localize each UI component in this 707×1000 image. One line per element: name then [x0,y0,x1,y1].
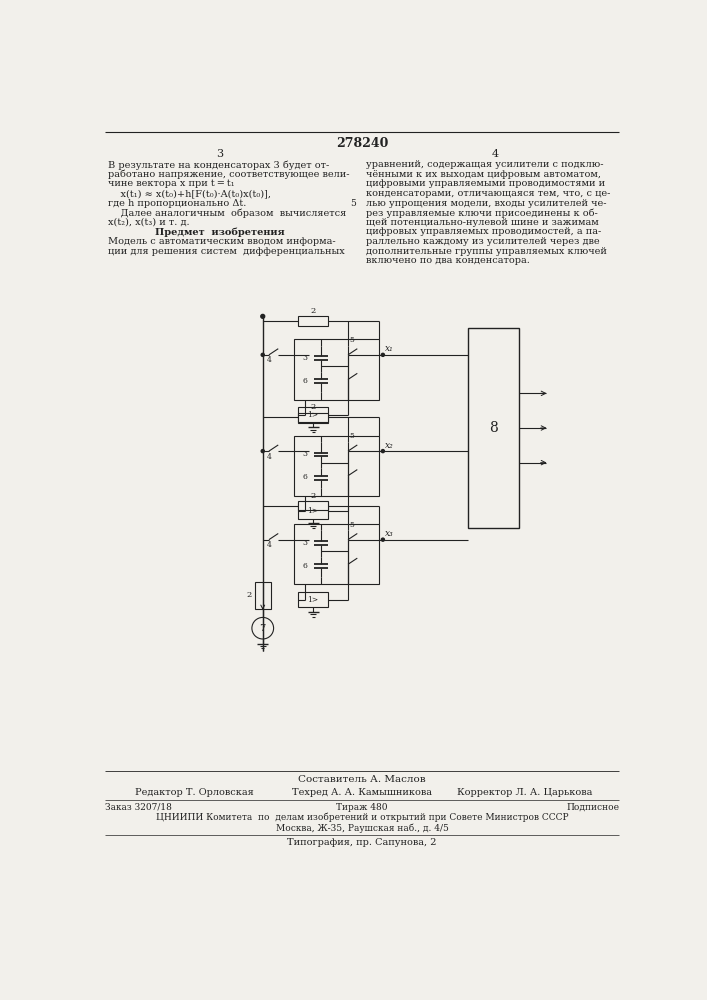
Bar [293,524,379,584]
Text: 6: 6 [303,377,308,385]
Text: В результате на конденсаторах 3 будет от-: В результате на конденсаторах 3 будет от… [107,160,329,170]
Text: Заказ 3207/18: Заказ 3207/18 [105,803,173,812]
Text: Тираж 480: Тираж 480 [337,803,387,812]
Text: Подписное: Подписное [566,803,619,812]
Text: 4: 4 [491,149,499,159]
Circle shape [261,314,264,318]
Text: 3: 3 [303,539,308,547]
Text: Составитель А. Маслов: Составитель А. Маслов [298,775,426,784]
Text: Предмет  изобретения: Предмет изобретения [156,227,285,237]
Text: чине вектора x при t = t₁: чине вектора x при t = t₁ [107,179,235,188]
Text: 5: 5 [349,521,354,529]
Bar [298,503,328,519]
Text: 1>: 1> [308,596,319,604]
Text: 2: 2 [310,403,316,411]
Text: раллельно каждому из усилителей через две: раллельно каждому из усилителей через дв… [366,237,600,246]
Bar [298,407,328,423]
Text: 8: 8 [489,421,498,435]
Text: 2: 2 [310,307,316,315]
Circle shape [261,450,264,453]
Text: 5: 5 [349,432,354,440]
Bar [298,413,328,422]
Text: уравнений, содержащая усилители с подклю-: уравнений, содержащая усилители с подклю… [366,160,603,169]
Text: x₃: x₃ [385,529,394,538]
Text: Типография, пр. Сапунова, 2: Типография, пр. Сапунова, 2 [287,838,437,847]
Text: Далее аналогичным  образом  вычисляется: Далее аналогичным образом вычисляется [107,208,346,218]
Text: 278240: 278240 [336,137,388,150]
Text: 6: 6 [303,473,308,481]
Text: цифровыми управляемыми проводимостями и: цифровыми управляемыми проводимостями и [366,179,605,188]
Bar [293,339,379,400]
Text: рез управляемые ключи присоединены к об-: рез управляемые ключи присоединены к об- [366,208,597,218]
Bar [468,328,518,528]
Text: работано напряжение, соответствующее вели-: работано напряжение, соответствующее вел… [107,170,349,179]
Text: 2: 2 [247,591,252,599]
Text: 7: 7 [259,624,266,633]
Text: 3: 3 [216,149,223,159]
Text: 6: 6 [303,562,308,570]
Text: 1>: 1> [308,507,319,515]
Text: щей потенциально-нулевой шине и зажимам: щей потенциально-нулевой шине и зажимам [366,218,599,227]
Bar [293,436,379,496]
Bar [255,582,271,609]
Text: x(t₂), x(t₃) и т. д.: x(t₂), x(t₃) и т. д. [107,218,189,227]
Bar [298,592,328,607]
Text: 1>: 1> [308,411,319,419]
Bar [298,501,328,510]
Text: ции для решения систем  дифференциальных: ции для решения систем дифференциальных [107,247,344,256]
Bar [298,316,328,326]
Text: x(t₁) ≈ x(t₀)+h[F(t₀)·A(t₀)x(t₀)],: x(t₁) ≈ x(t₀)+h[F(t₀)·A(t₀)x(t₀)], [107,189,271,198]
Text: 4: 4 [267,356,271,364]
Text: 5: 5 [349,336,354,344]
Text: 3: 3 [303,354,308,362]
Text: Корректор Л. А. Царькова: Корректор Л. А. Царькова [457,788,592,797]
Text: цифровых управляемых проводимостей, а па-: цифровых управляемых проводимостей, а па… [366,227,601,236]
Circle shape [381,538,385,541]
Text: лью упрощения модели, входы усилителей че-: лью упрощения модели, входы усилителей ч… [366,199,607,208]
Text: где h пропорционально Δt.: где h пропорционально Δt. [107,199,246,208]
Text: дополнительные группы управляемых ключей: дополнительные группы управляемых ключей [366,247,607,256]
Text: 4: 4 [267,453,271,461]
Text: 3: 3 [303,450,308,458]
Text: Редактор Т. Орловская: Редактор Т. Орловская [135,788,254,797]
Text: 4: 4 [267,541,271,549]
Text: Модель с автоматическим вводом информа-: Модель с автоматическим вводом информа- [107,237,335,246]
Text: чёнными к их выходам цифровым автоматом,: чёнными к их выходам цифровым автоматом, [366,170,601,179]
Text: ЦНИИПИ Комитета  по  делам изобретений и открытий при Совете Министров СССР: ЦНИИПИ Комитета по делам изобретений и о… [156,813,568,822]
Text: 5: 5 [351,199,356,208]
Text: 2: 2 [310,492,316,500]
Text: x₁: x₁ [385,344,394,353]
Text: x₂: x₂ [385,441,394,450]
Text: включено по два конденсатора.: включено по два конденсатора. [366,256,530,265]
Circle shape [381,450,385,453]
Circle shape [261,353,264,356]
Text: конденсаторами, отличающаяся тем, что, с це-: конденсаторами, отличающаяся тем, что, с… [366,189,610,198]
Text: Москва, Ж-35, Раушская наб., д. 4/5: Москва, Ж-35, Раушская наб., д. 4/5 [276,823,448,833]
Circle shape [381,353,385,356]
Text: Техред А. А. Камышникова: Техред А. А. Камышникова [292,788,432,797]
